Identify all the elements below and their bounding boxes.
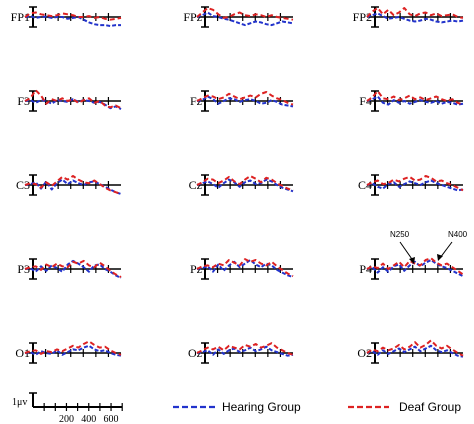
deaf-wave-c3 (24, 175, 122, 195)
hearing-wave-c4 (366, 179, 464, 192)
hearing-wave-fz (196, 95, 294, 108)
electrode-label-c4: C4 (358, 178, 372, 192)
deaf-wave-fz (196, 91, 294, 106)
electrode-label-f3: F3 (17, 94, 30, 108)
deaf-wave-fpz (196, 7, 294, 21)
annotation-n250: N250 (390, 230, 410, 239)
scale-tick-label-600: 600 (104, 414, 119, 424)
hearing-wave-cz (196, 178, 294, 193)
deaf-wave-o2 (366, 339, 464, 357)
deaf-wave-oz (196, 342, 294, 356)
panel-c4: C4 (358, 174, 464, 196)
scale-tick-label-400: 400 (81, 414, 96, 424)
electrode-label-fp1: FP1 (11, 10, 30, 24)
annotation-n400: N400 (448, 230, 468, 239)
electrode-label-o2: O2 (357, 346, 372, 360)
hearing-wave-o1 (24, 344, 122, 357)
hearing-wave-c3 (24, 178, 122, 195)
scale-tick-label-200: 200 (59, 414, 74, 424)
panel-fz: Fz (190, 90, 294, 112)
deaf-wave-pz (196, 258, 294, 278)
panel-f4: F4 (359, 90, 464, 112)
hearing-wave-p4 (366, 259, 464, 278)
panel-fp2: FP2 (353, 6, 464, 28)
electrode-label-p3: P3 (17, 262, 30, 276)
electrode-label-pz: Pz (190, 262, 202, 276)
hearing-wave-o2 (366, 344, 464, 358)
panel-c3: C3 (16, 174, 122, 196)
deaf-wave-f3 (24, 89, 122, 110)
panel-cz: Cz (189, 174, 294, 196)
electrode-label-o1: O1 (15, 346, 30, 360)
electrode-label-fpz: FPz (183, 10, 202, 24)
panel-pz: Pz (190, 258, 294, 280)
hearing-wave-fp2 (366, 12, 464, 24)
electrode-label-f4: F4 (359, 94, 372, 108)
arrow-n250-head (409, 257, 415, 264)
panel-fpz: FPz (183, 6, 294, 28)
deaf-wave-f4 (366, 90, 464, 106)
arrow-n400 (439, 241, 453, 259)
arrow-n400-head (437, 254, 443, 261)
panel-fp1: FP1 (11, 6, 122, 28)
electrode-label-p4: P4 (359, 262, 372, 276)
deaf-wave-fp2 (366, 7, 464, 19)
legend: Hearing Group Deaf Group (173, 400, 461, 414)
annotations: N250 N400 (390, 230, 468, 264)
panel-p4: P4 (359, 257, 464, 280)
scale-bar-label: 1μv (12, 397, 27, 408)
deaf-wave-p3 (24, 259, 122, 278)
panel-o1: O1 (15, 340, 122, 364)
panel-oz: Oz (188, 342, 294, 364)
legend-hearing-label: Hearing Group (222, 400, 301, 414)
electrode-label-c3: C3 (16, 178, 30, 192)
deaf-wave-fp1 (24, 11, 122, 21)
deaf-wave-p4 (366, 257, 464, 276)
hearing-wave-fp1 (24, 15, 121, 27)
scale-bar: 1μv 200 400 600 (12, 392, 123, 424)
electrode-label-fp2: FP2 (353, 10, 372, 24)
electrode-label-oz: Oz (188, 346, 202, 360)
hearing-wave-fpz (196, 11, 294, 27)
electrode-label-cz: Cz (189, 178, 202, 192)
electrode-panels: FP1 FPz FP2 F3 Fz F4 C3 Cz C4 P3 Pz P4 O1 Oz O2 (11, 6, 464, 364)
panel-p3: P3 (17, 258, 122, 280)
legend-deaf-label: Deaf Group (399, 400, 461, 414)
panel-o2: O2 (357, 339, 464, 364)
deaf-wave-o1 (24, 340, 122, 356)
deaf-wave-cz (196, 175, 294, 192)
panel-f3: F3 (17, 89, 122, 112)
hearing-wave-f4 (366, 95, 464, 106)
electrode-label-fz: Fz (190, 94, 202, 108)
scale-bar-ticks: 200 400 600 (43, 403, 123, 424)
deaf-wave-c4 (366, 175, 464, 192)
hearing-wave-oz (196, 345, 294, 357)
hearing-wave-pz (196, 259, 294, 279)
